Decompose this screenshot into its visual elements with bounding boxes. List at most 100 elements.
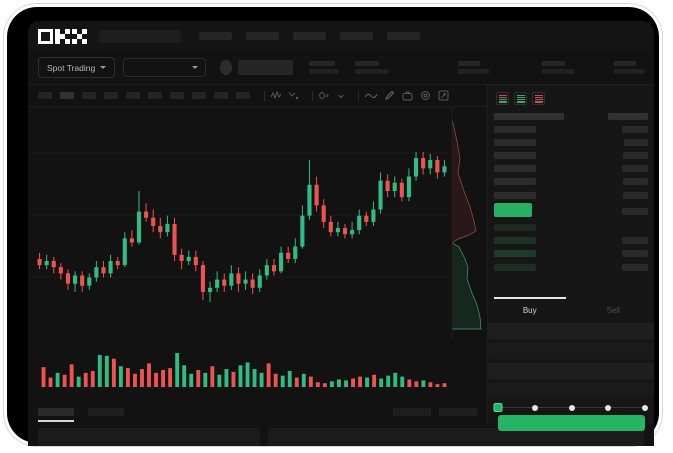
last-price-badge	[494, 202, 532, 217]
orderbook-mode-asks-only-icon[interactable]	[532, 92, 545, 105]
ticker-stat-value	[457, 69, 489, 74]
slider-track[interactable]	[493, 403, 648, 412]
ticker-stat-value	[613, 69, 644, 74]
logo-letter-o	[38, 28, 53, 44]
timeframe-button-4[interactable]	[126, 92, 140, 99]
ask-amount	[622, 125, 648, 133]
timeframe-button-2[interactable]	[82, 92, 96, 99]
timeframe-button-7[interactable]	[192, 92, 206, 99]
ticker-stat-label	[308, 61, 335, 66]
slider-step-4[interactable]	[642, 404, 648, 411]
orderbook-trade-panel: Buy Sell	[487, 85, 654, 431]
bottom-action-1[interactable]	[439, 407, 477, 416]
ticker-stat-label	[457, 61, 480, 66]
ask-amount	[623, 191, 648, 199]
search-input[interactable]	[99, 29, 181, 43]
price-chart[interactable]	[28, 107, 487, 339]
bottom-tab-1[interactable]	[88, 407, 124, 416]
ask-price	[494, 152, 536, 160]
slider-step-1[interactable]	[531, 404, 538, 411]
settings-icon[interactable]	[420, 90, 431, 101]
indicators-icon[interactable]	[271, 91, 282, 100]
orderbook-bid-row[interactable]	[494, 262, 648, 272]
nav-item-2[interactable]	[293, 32, 326, 40]
pencil-icon[interactable]	[384, 90, 395, 101]
fullscreen-icon[interactable]	[438, 90, 449, 101]
timeframe-button-1[interactable]	[60, 92, 74, 99]
timeframe-button-8[interactable]	[214, 92, 228, 99]
bottom-field-1[interactable]	[268, 428, 644, 446]
timeframe-button-5[interactable]	[148, 92, 162, 99]
chevron-down-icon[interactable]	[337, 92, 345, 100]
nav-item-0[interactable]	[199, 32, 232, 40]
bid-price	[494, 237, 536, 245]
slider-step-0[interactable]	[493, 403, 503, 412]
bottom-action-0[interactable]	[393, 407, 431, 416]
orderbook-ask-row[interactable]	[494, 124, 648, 134]
timeframe-button-6[interactable]	[170, 92, 184, 99]
alert-icon[interactable]	[319, 91, 330, 100]
nav-item-4[interactable]	[387, 32, 420, 40]
okx-logo[interactable]	[38, 28, 87, 44]
timeframe-button-0[interactable]	[38, 92, 52, 99]
amount-slider[interactable]	[488, 401, 654, 412]
volume-chart-canvas	[41, 353, 447, 387]
tab-buy-label: Buy	[522, 305, 537, 315]
bottom-field-0[interactable]	[38, 428, 260, 446]
buy-sell-tabs: Buy Sell	[488, 297, 654, 323]
pair-name-label	[238, 60, 293, 75]
order-field-0[interactable]	[488, 323, 654, 339]
ask-price	[494, 178, 536, 186]
timeframe-button-9[interactable]	[236, 92, 250, 99]
orderbook-ask-row[interactable]	[494, 190, 648, 200]
orderbook-bid-row[interactable]	[494, 236, 648, 246]
orderbook-ask-row[interactable]	[494, 137, 648, 147]
spot-trading-dropdown[interactable]: Spot Trading	[38, 57, 116, 78]
slider-step-2[interactable]	[568, 404, 575, 411]
orderbook-ask-row[interactable]	[494, 177, 648, 187]
tab-sell-label: Sell	[606, 305, 620, 315]
ticker-stat-value	[308, 69, 339, 74]
chevron-down-icon	[100, 66, 107, 69]
tab-buy[interactable]: Buy	[488, 297, 572, 323]
submit-order-button[interactable]	[498, 415, 645, 431]
ask-amount	[623, 152, 648, 160]
orderbook-last-price-row	[494, 202, 648, 219]
timeframe-button-3[interactable]	[104, 92, 118, 99]
chevron-down-icon	[191, 66, 198, 69]
pair-select-dropdown[interactable]	[123, 58, 206, 77]
templates-icon[interactable]	[289, 91, 299, 100]
order-field-2[interactable]	[488, 363, 654, 379]
ticker-stat-4	[613, 61, 644, 74]
bid-amount	[622, 237, 648, 245]
logo-letter-x	[72, 28, 87, 44]
nav-item-1[interactable]	[246, 32, 279, 40]
compare-icon[interactable]	[365, 91, 377, 100]
slider-step-3[interactable]	[605, 404, 612, 411]
orderbook-mode-both-icon[interactable]	[496, 92, 509, 105]
orderbook-header-amount	[608, 112, 648, 120]
orderbook-ask-row[interactable]	[494, 164, 648, 174]
bid-amount	[622, 250, 648, 258]
nav-item-3[interactable]	[340, 32, 373, 40]
order-field-3[interactable]	[488, 383, 654, 397]
bid-amount	[622, 263, 648, 271]
camera-icon[interactable]	[402, 91, 413, 101]
ask-amount	[622, 165, 648, 173]
ticker-stat-label	[613, 61, 636, 66]
tab-sell[interactable]: Sell	[572, 297, 655, 323]
orderbook-ask-row[interactable]	[494, 151, 648, 161]
ticker-stat-1	[354, 61, 388, 74]
ask-amount	[623, 178, 648, 186]
orderbook-bid-row[interactable]	[494, 249, 648, 259]
order-field-1[interactable]	[488, 343, 654, 359]
toolbar-divider	[264, 90, 265, 101]
bottom-tab-0[interactable]	[38, 407, 74, 422]
orderbook-mode-bids-only-icon[interactable]	[514, 92, 527, 105]
ask-price	[494, 125, 536, 133]
orderbook-bid-row[interactable]	[494, 223, 648, 233]
order-form	[488, 323, 654, 431]
ticker-stat-2	[457, 61, 489, 74]
tablet-device-frame: Spot Trading	[7, 7, 659, 446]
